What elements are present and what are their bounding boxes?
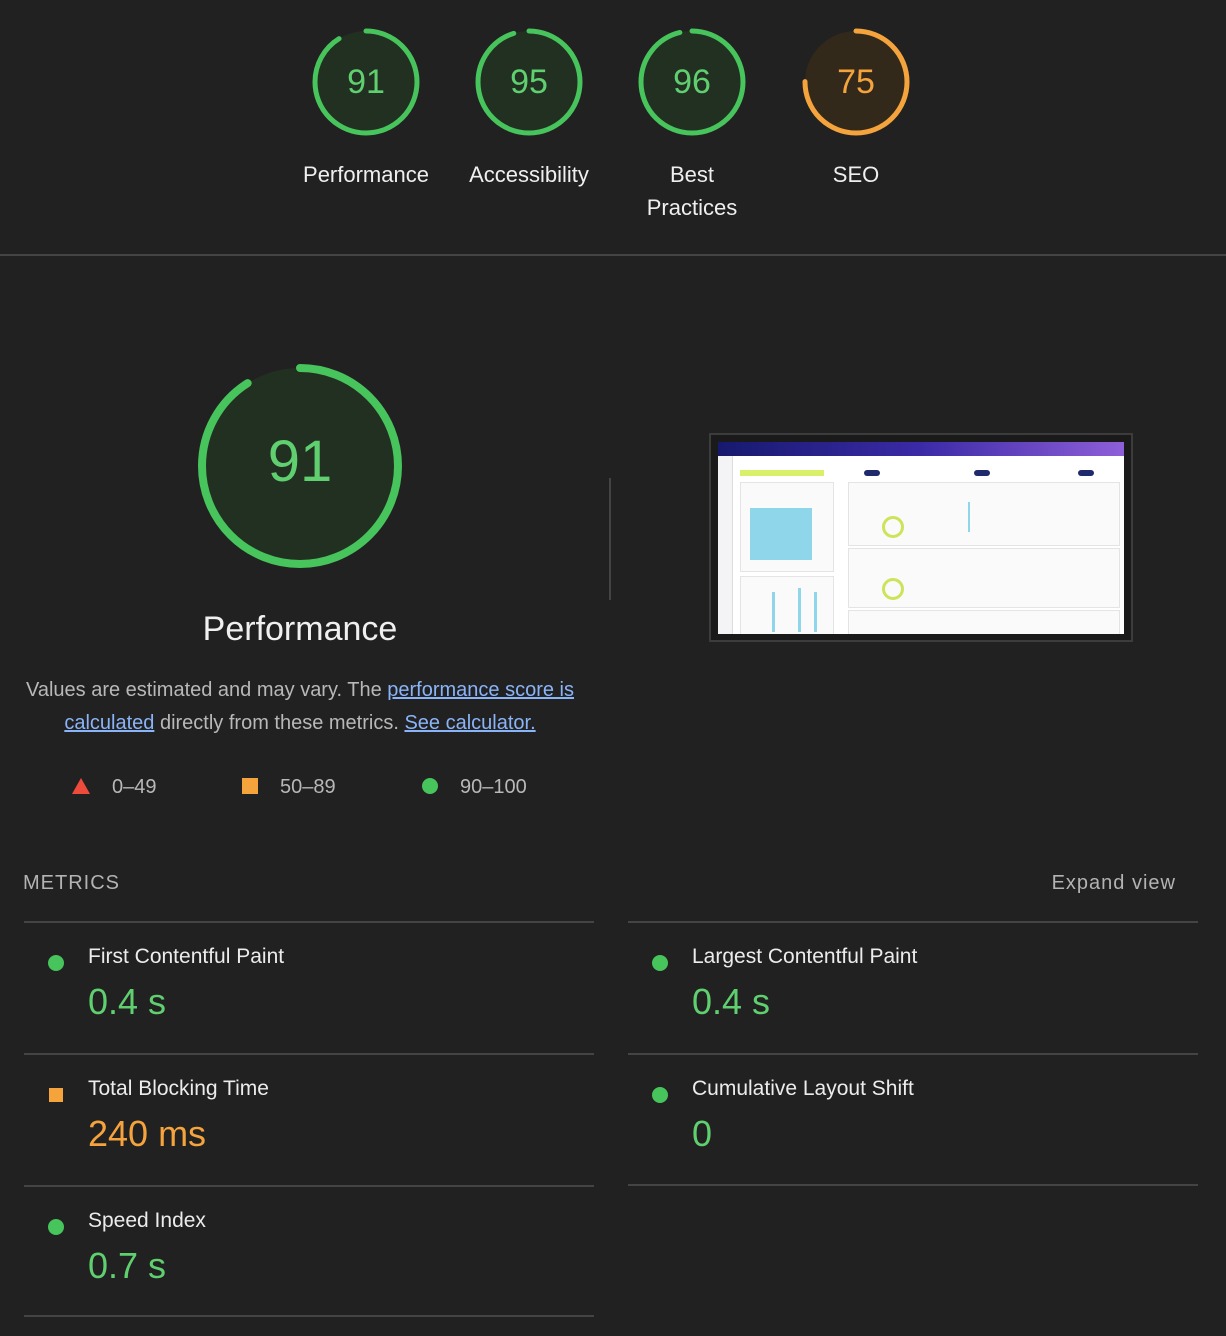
metric-value: 0.4 s xyxy=(692,981,771,1022)
legend-fail-label: 0–49 xyxy=(112,776,157,798)
legend-pass: 90–100 xyxy=(422,772,527,802)
metric-first-contentful-paint: First Contentful Paint 0.4 s xyxy=(24,921,594,1052)
legend-fail: 0–49 xyxy=(72,772,157,802)
circle-icon xyxy=(422,777,438,794)
metric-name: Total Blocking Time xyxy=(88,1077,269,1100)
divider xyxy=(24,1315,594,1317)
gauge-score: 91 xyxy=(347,63,385,101)
triangle-icon xyxy=(72,777,90,794)
metric-total-blocking-time: Total Blocking Time 240 ms xyxy=(24,1053,594,1184)
performance-description: Values are estimated and may vary. The p… xyxy=(20,674,580,740)
metric-value: 0.4 s xyxy=(88,981,167,1022)
gauge-accessibility[interactable]: 95 Accessibility xyxy=(459,26,599,191)
gauge-best-practices[interactable]: 96 Best Practices xyxy=(622,26,762,224)
screenshot-lime-bar xyxy=(740,470,824,476)
vertical-divider xyxy=(609,478,611,600)
pass-circle-icon xyxy=(48,1219,64,1235)
metric-value: 0.7 s xyxy=(88,1245,167,1286)
divider xyxy=(0,254,1226,256)
metric-largest-contentful-paint: Largest Contentful Paint 0.4 s xyxy=(628,921,1198,1052)
legend-average: 50–89 xyxy=(242,772,336,802)
gauge-label-line2: Practices xyxy=(646,195,738,220)
performance-gauge-large: 91 xyxy=(196,362,404,570)
gauge-label-line1: Best xyxy=(669,162,715,187)
divider xyxy=(628,1184,1198,1186)
metric-name: First Contentful Paint xyxy=(88,945,285,968)
gauge-label: Performance xyxy=(303,162,429,187)
gauge-ring xyxy=(638,28,746,136)
screenshot-image xyxy=(718,442,1124,634)
expand-view-toggle[interactable]: Expand view xyxy=(1051,872,1176,894)
screenshot-bars xyxy=(750,508,812,560)
metric-value: 0 xyxy=(692,1113,713,1154)
screenshot-pill xyxy=(864,470,880,476)
metric-name: Cumulative Layout Shift xyxy=(692,1077,914,1100)
gauge-ring xyxy=(802,28,910,136)
metric-name: Largest Contentful Paint xyxy=(692,945,918,968)
screenshot-pill xyxy=(1078,470,1094,476)
performance-score: 91 xyxy=(267,429,333,494)
screenshot-ring xyxy=(882,516,904,538)
gauge-score: 75 xyxy=(837,63,875,101)
gauge-ring xyxy=(475,28,583,136)
gauge-ring xyxy=(198,364,402,568)
screenshot-panel xyxy=(740,576,834,634)
square-icon xyxy=(242,777,258,794)
screenshot-spike xyxy=(772,592,775,632)
category-gauges: 91 Performance 95 Accessibility 96 Best … xyxy=(0,0,1226,254)
final-screenshot[interactable] xyxy=(709,433,1133,642)
metric-value: 240 ms xyxy=(88,1113,207,1154)
screenshot-spike xyxy=(814,592,817,632)
screenshot-ring xyxy=(882,578,904,600)
screenshot-spike xyxy=(968,502,970,532)
desc-text-1: Values are estimated and may vary. The xyxy=(25,679,388,701)
gauge-score: 96 xyxy=(673,63,711,101)
average-square-icon xyxy=(49,1088,63,1102)
gauge-ring xyxy=(312,28,420,136)
see-calculator-link[interactable]: See calculator. xyxy=(404,712,536,734)
pass-circle-icon xyxy=(48,955,64,971)
performance-title: Performance xyxy=(202,610,398,648)
score-legend: 0–49 50–89 90–100 xyxy=(0,772,600,802)
pass-circle-icon xyxy=(652,955,668,971)
metric-cumulative-layout-shift: Cumulative Layout Shift 0 xyxy=(628,1053,1198,1184)
metrics-header: METRICS xyxy=(23,872,120,894)
metric-name: Speed Index xyxy=(88,1209,206,1232)
desc-text-2: directly from these metrics. xyxy=(154,712,405,734)
gauge-score: 95 xyxy=(510,63,548,101)
legend-pass-label: 90–100 xyxy=(460,776,527,798)
gauge-label: Accessibility xyxy=(469,162,589,187)
metric-speed-index: Speed Index 0.7 s xyxy=(24,1185,594,1316)
screenshot-pill xyxy=(974,470,990,476)
screenshot-panel xyxy=(848,610,1120,634)
screenshot-sidebar xyxy=(718,456,733,634)
screenshot-spike xyxy=(798,588,801,632)
pass-circle-icon xyxy=(652,1087,668,1103)
gauge-label: Best Practices xyxy=(622,158,762,224)
screenshot-header-bar xyxy=(718,442,1124,456)
legend-average-label: 50–89 xyxy=(280,776,336,798)
gauge-seo[interactable]: 75 SEO xyxy=(786,26,926,191)
performance-score-link[interactable]: performance score is calculated xyxy=(64,679,575,734)
gauge-performance[interactable]: 91 Performance xyxy=(296,26,436,191)
gauge-label: SEO xyxy=(832,162,880,187)
